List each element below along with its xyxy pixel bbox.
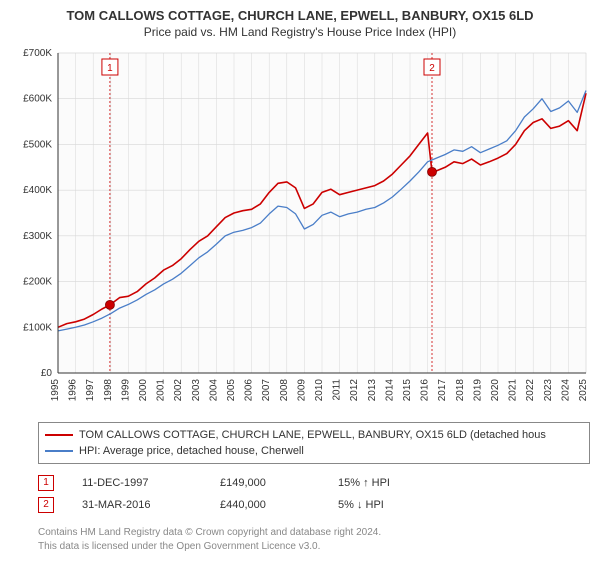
svg-text:2025: 2025 <box>578 379 589 402</box>
chart-subtitle: Price paid vs. HM Land Registry's House … <box>10 25 590 39</box>
svg-text:£500K: £500K <box>23 139 52 150</box>
chart-title: TOM CALLOWS COTTAGE, CHURCH LANE, EPWELL… <box>10 8 590 23</box>
legend-swatch <box>45 450 73 452</box>
svg-text:2020: 2020 <box>490 379 501 402</box>
attribution-line-2: This data is licensed under the Open Gov… <box>38 540 590 554</box>
marker-table-row: 1 11-DEC-1997 £149,000 15% ↑ HPI <box>38 472 590 494</box>
marker-number-box: 1 <box>38 475 54 491</box>
svg-text:2007: 2007 <box>261 379 272 402</box>
svg-text:£400K: £400K <box>23 185 52 196</box>
legend-row: HPI: Average price, detached house, Cher… <box>45 443 583 459</box>
svg-text:£300K: £300K <box>23 231 52 242</box>
svg-text:2008: 2008 <box>279 379 290 402</box>
marker-number-box: 2 <box>38 497 54 513</box>
svg-text:2023: 2023 <box>543 379 554 402</box>
svg-text:1995: 1995 <box>50 379 61 402</box>
chart-plot-area: £0 £100K £200K £300K £400K £500K £600K £700K 199… <box>10 47 590 412</box>
svg-text:1996: 1996 <box>68 379 79 402</box>
legend-row: TOM CALLOWS COTTAGE, CHURCH LANE, EPWELL… <box>45 427 583 443</box>
svg-text:2018: 2018 <box>455 379 466 402</box>
svg-text:2017: 2017 <box>437 379 448 402</box>
svg-text:2016: 2016 <box>420 379 431 402</box>
svg-text:2006: 2006 <box>244 379 255 402</box>
svg-text:£600K: £600K <box>23 94 52 105</box>
legend: TOM CALLOWS COTTAGE, CHURCH LANE, EPWELL… <box>38 422 590 464</box>
svg-text:2010: 2010 <box>314 379 325 402</box>
svg-text:2: 2 <box>429 63 435 74</box>
marker-date: 31-MAR-2016 <box>82 494 192 516</box>
svg-text:£0: £0 <box>41 368 53 379</box>
svg-text:2013: 2013 <box>367 379 378 402</box>
svg-text:2009: 2009 <box>296 379 307 402</box>
attribution: Contains HM Land Registry data © Crown c… <box>38 526 590 554</box>
svg-text:£700K: £700K <box>23 48 52 59</box>
svg-text:2004: 2004 <box>208 379 219 402</box>
svg-text:2015: 2015 <box>402 379 413 402</box>
svg-text:2002: 2002 <box>173 379 184 402</box>
svg-text:2001: 2001 <box>156 379 167 402</box>
svg-text:2012: 2012 <box>349 379 360 402</box>
svg-text:£200K: £200K <box>23 277 52 288</box>
svg-text:1999: 1999 <box>120 379 131 402</box>
marker-date: 11-DEC-1997 <box>82 472 192 494</box>
legend-label: HPI: Average price, detached house, Cher… <box>79 443 304 459</box>
svg-text:1: 1 <box>107 63 113 74</box>
marker-table: 1 11-DEC-1997 £149,000 15% ↑ HPI 2 31-MAR-201… <box>38 472 590 516</box>
svg-text:2005: 2005 <box>226 379 237 402</box>
marker-delta: 5% ↓ HPI <box>338 494 438 516</box>
marker-price: £149,000 <box>220 472 310 494</box>
line-chart-svg: £0 £100K £200K £300K £400K £500K £600K £700K 199… <box>10 47 590 407</box>
svg-text:2021: 2021 <box>508 379 519 402</box>
svg-text:1998: 1998 <box>103 379 114 402</box>
marker-table-row: 2 31-MAR-2016 £440,000 5% ↓ HPI <box>38 494 590 516</box>
svg-text:2022: 2022 <box>525 379 536 402</box>
marker-delta: 15% ↑ HPI <box>338 472 438 494</box>
legend-label: TOM CALLOWS COTTAGE, CHURCH LANE, EPWELL… <box>79 427 546 443</box>
legend-swatch <box>45 434 73 436</box>
svg-text:2000: 2000 <box>138 379 149 402</box>
svg-text:£100K: £100K <box>23 322 52 333</box>
svg-text:1997: 1997 <box>85 379 96 402</box>
svg-text:2003: 2003 <box>191 379 202 402</box>
svg-text:2019: 2019 <box>472 379 483 402</box>
svg-text:2024: 2024 <box>560 379 571 402</box>
marker-price: £440,000 <box>220 494 310 516</box>
svg-text:2014: 2014 <box>384 379 395 402</box>
svg-text:2011: 2011 <box>332 379 343 401</box>
chart-container: TOM CALLOWS COTTAGE, CHURCH LANE, EPWELL… <box>0 0 600 564</box>
attribution-line-1: Contains HM Land Registry data © Crown c… <box>38 526 590 540</box>
